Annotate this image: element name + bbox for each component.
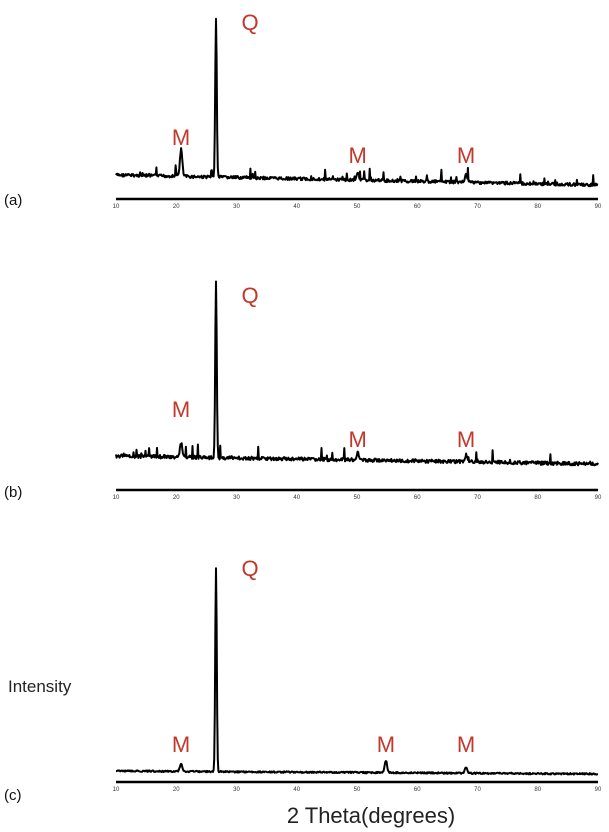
peak-label-m: M [457,732,475,757]
peak-label-q: Q [241,556,258,581]
x-tick-label: 50 [354,495,361,501]
xrd-trace [115,280,599,467]
panel-label: (b) [4,484,22,501]
xrd-panels: (a) 10 20 30 40 50 60 70 80 90 M Q M M (b) 10 20 30 40 50 60… [4,10,602,804]
x-axis-label: 2 Theta(degrees) [287,803,455,828]
x-tick-label: 10 [113,787,120,793]
x-tick-label: 50 [354,204,361,210]
x-tick-label: 40 [293,495,300,501]
x-tick-label: 70 [474,787,481,793]
x-tick-label: 40 [293,787,300,793]
panel-1: (a) 10 20 30 40 50 60 70 80 90 M Q M M [4,10,602,210]
peak-label-m: M [457,143,475,168]
x-tick-label: 80 [534,495,541,501]
panel-label: (a) [4,192,22,209]
peak-label-m: M [172,732,190,757]
peak-label-m: M [348,143,366,168]
xrd-trace [115,567,599,776]
peak-label-m: M [377,732,395,757]
x-tick-label: 30 [233,204,240,210]
x-tick-label: 70 [474,204,481,210]
x-tick-label: 80 [534,787,541,793]
panel-3: (c) 10 20 30 40 50 60 70 80 90 M Q M M [4,556,602,804]
peak-label-q: Q [241,283,258,308]
peak-label-m: M [348,427,366,452]
x-tick-label: 10 [113,495,120,501]
x-tick-label: 70 [474,495,481,501]
peak-label-m: M [172,397,190,422]
x-tick-label: 20 [173,495,180,501]
x-tick-label: 60 [414,204,421,210]
peak-label-m: M [172,125,190,150]
x-tick-label: 30 [233,495,240,501]
peak-label-q: Q [241,10,258,35]
x-tick-label: 50 [354,787,361,793]
x-tick-label: 60 [414,787,421,793]
y-axis-label: Intensity [8,677,72,696]
x-tick-label: 20 [173,787,180,793]
x-tick-label: 60 [414,495,421,501]
x-tick-label: 20 [173,204,180,210]
panel-2: (b) 10 20 30 40 50 60 70 80 90 M Q M M [4,280,602,501]
x-tick-label: 90 [595,204,602,210]
x-tick-label: 80 [534,204,541,210]
peak-label-m: M [457,427,475,452]
x-tick-label: 10 [113,204,120,210]
x-tick-label: 90 [595,787,602,793]
panel-label: (c) [4,787,22,804]
xrd-trace [115,17,599,188]
x-tick-label: 30 [233,787,240,793]
x-tick-label: 90 [595,495,602,501]
x-tick-label: 40 [293,204,300,210]
